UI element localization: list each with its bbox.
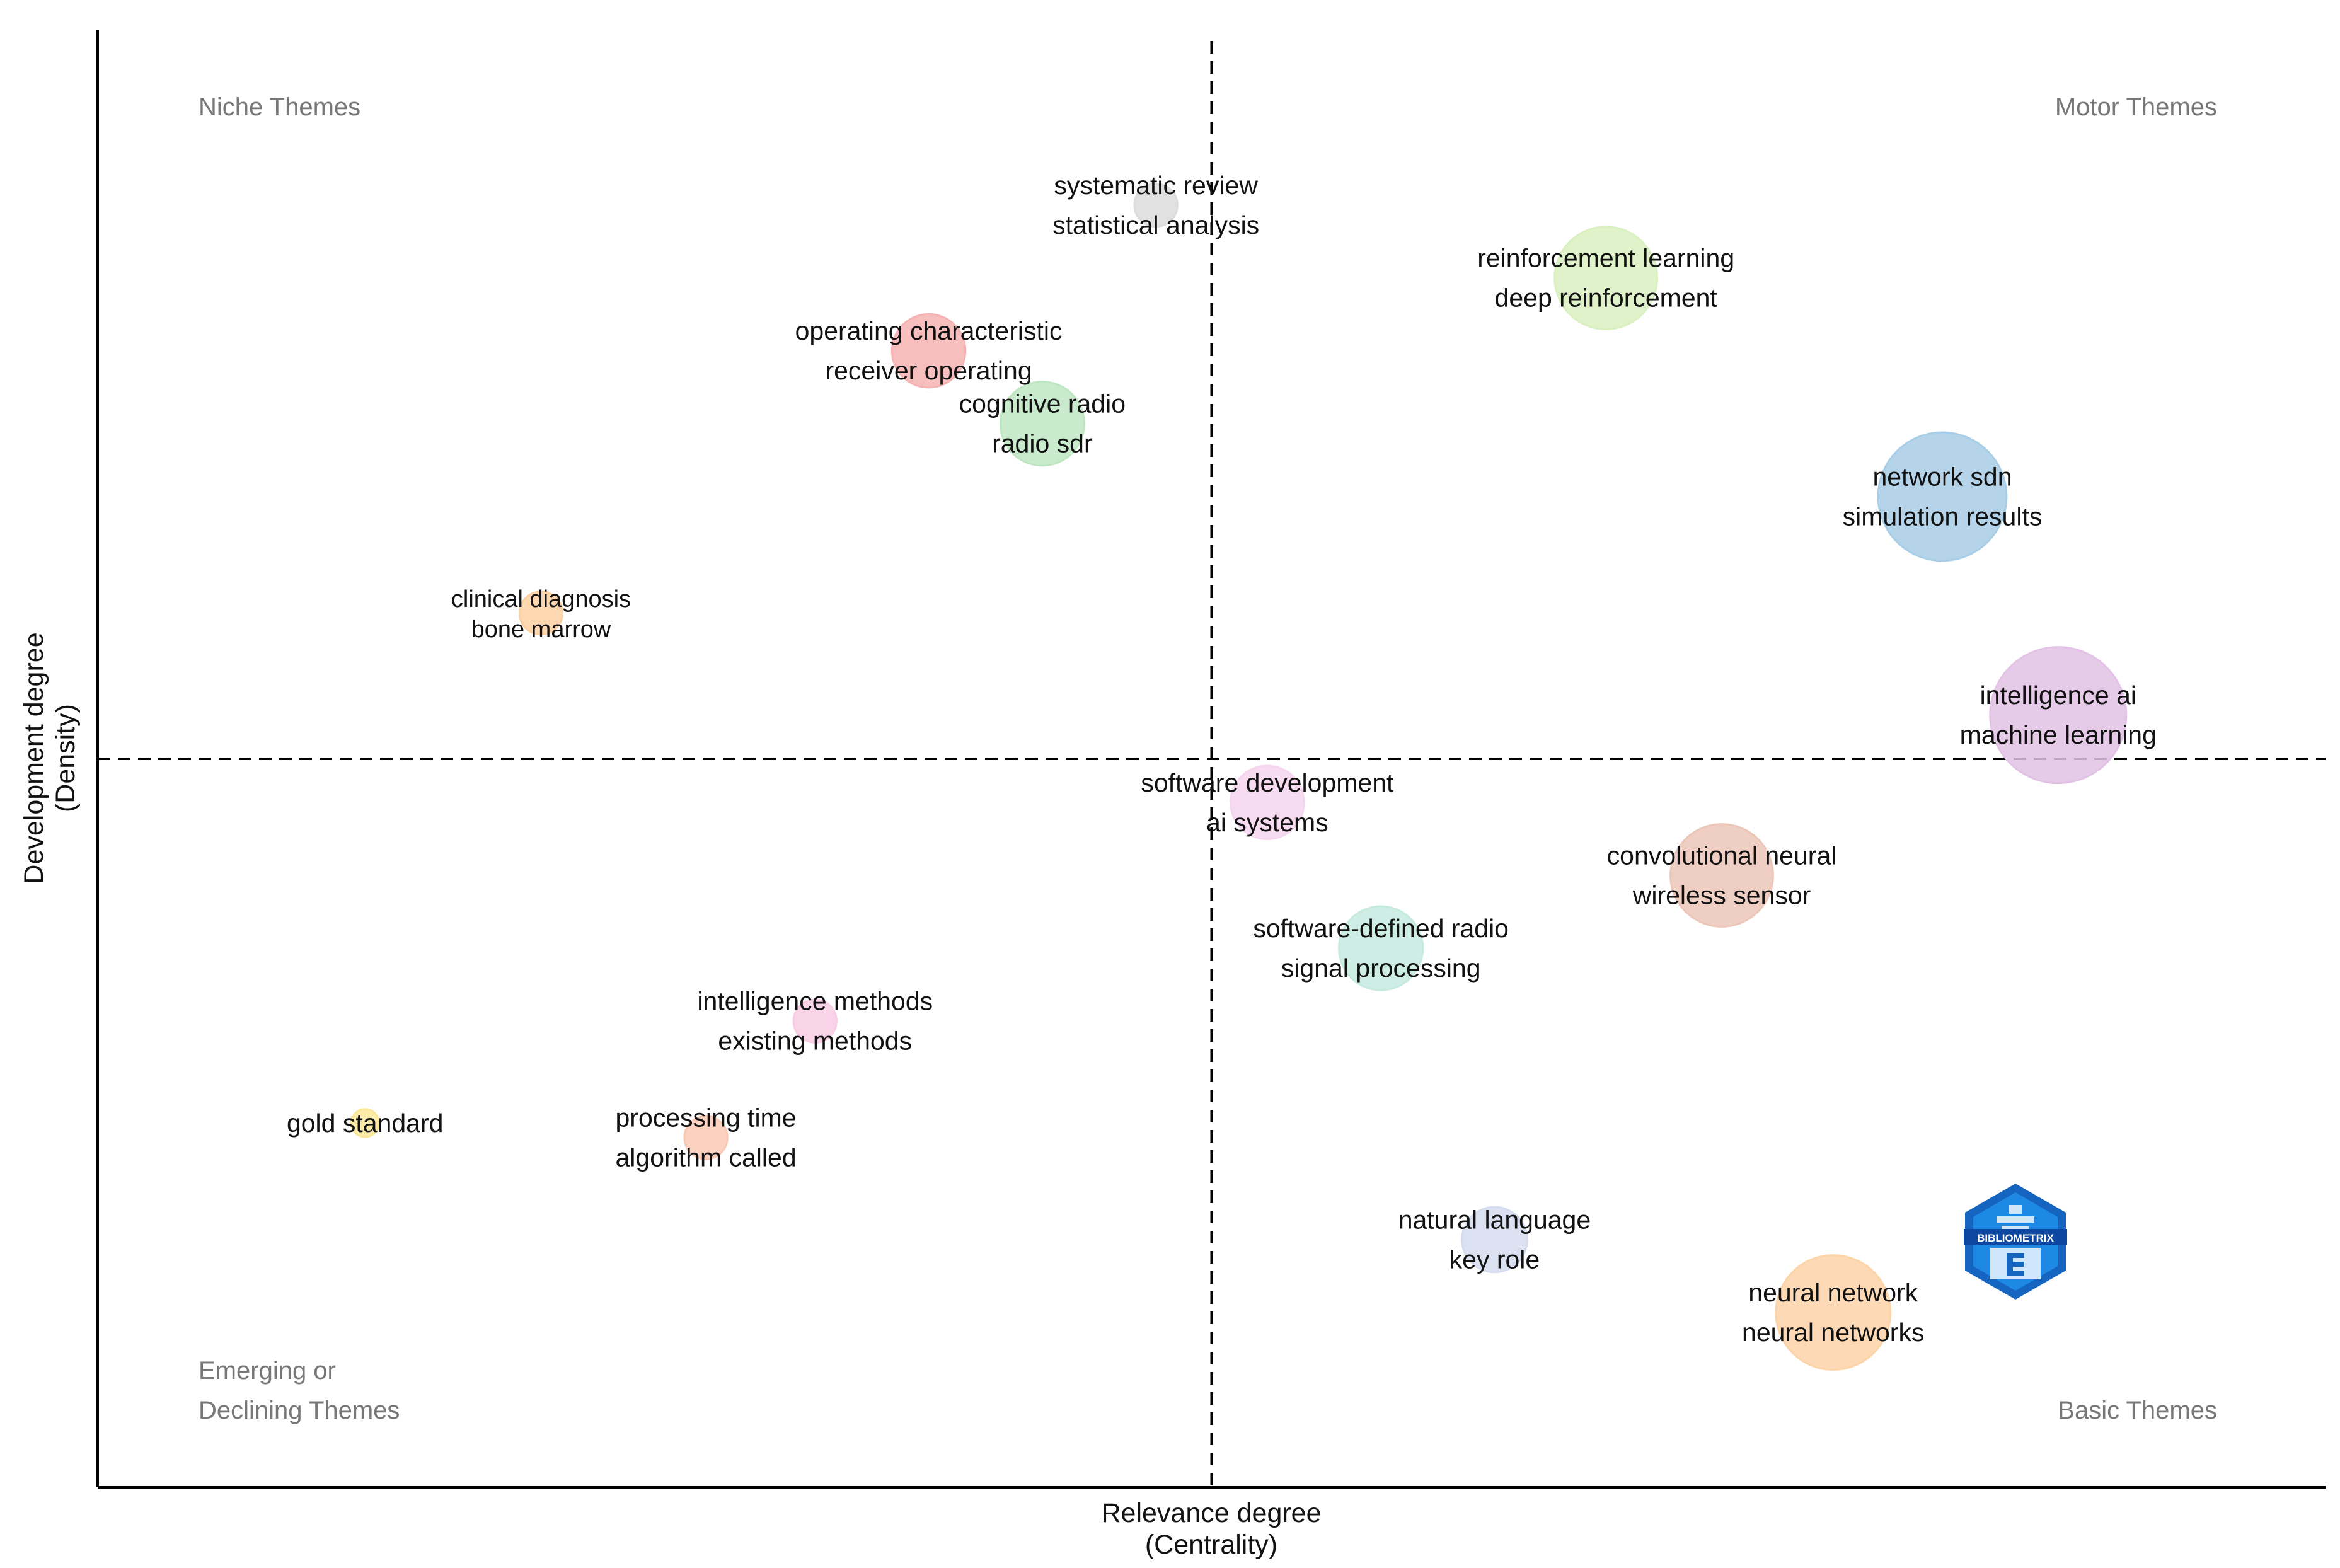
x-axis-title-line2: (Centrality) [1145,1530,1277,1560]
cluster-label-3-0: cognitive radio [959,389,1126,418]
cluster-label-4-0: network sdn [1872,462,2012,491]
cluster-bubble-5[interactable] [518,591,564,636]
cluster-label-14-0: neural network [1748,1278,1918,1307]
cluster-label-9-1: signal processing [1281,954,1481,983]
cluster-bubble-12[interactable] [683,1115,729,1160]
cluster-label-0-0: systematic review [1054,171,1258,200]
cluster-label-9-0: software-defined radio [1253,914,1509,943]
cluster-label-12-0: processing time [615,1104,796,1133]
cluster-bubble-8[interactable] [1669,823,1774,928]
cluster-bubble-11[interactable] [350,1108,380,1138]
logo-figure-icon [1990,1205,2041,1279]
cluster-bubble-0[interactable] [1133,182,1179,228]
cluster-label-13-1: key role [1450,1245,1540,1274]
bibliometrix-logo: BIBLIOMETRIX [1964,1184,2067,1300]
cluster-label-1-0: reinforcement learning [1477,244,1734,273]
cluster-label-13-0: natural language [1398,1205,1591,1234]
cluster-bubble-7[interactable] [1230,764,1305,841]
quadrant-label-motor: Motor Themes [2055,93,2217,121]
x-axis-title-line1: Relevance degree [1101,1498,1321,1528]
cluster-label-8-1: wireless sensor [1632,880,1811,909]
cluster-bubble-2[interactable] [890,313,967,389]
cluster-label-8-0: convolutional neural [1607,841,1837,870]
cluster-label-2-1: receiver operating [825,356,1032,385]
cluster-label-2-0: operating characteristic [795,316,1063,345]
cluster-label-10-1: existing methods [718,1027,912,1056]
label-layer: systematic review statistical analysis rei… [287,171,2157,1347]
quadrant-label-emerging: Emerging or [199,1357,336,1385]
bubble-layer [350,182,2128,1371]
cluster-label-5-1: bone marrow [471,616,611,643]
cluster-label-5-0: clinical diagnosis [451,586,631,613]
logo-text: BIBLIOMETRIX [1977,1232,2054,1244]
cluster-label-1-1: deep reinforcement [1495,284,1718,313]
cluster-label-3-1: radio sdr [992,429,1093,458]
cluster-bubble-9[interactable] [1338,905,1424,991]
cluster-bubble-4[interactable] [1877,431,2008,562]
cluster-label-6-0: intelligence ai [1980,681,2136,710]
cluster-bubble-3[interactable] [999,381,1085,467]
quadrant-label-declining: Declining Themes [199,1397,400,1424]
logo-number-icon [2007,1253,2024,1276]
cluster-bubble-1[interactable] [1553,226,1659,330]
cluster-label-6-1: machine learning [1960,720,2157,749]
quadrant-label-basic: Basic Themes [2058,1397,2217,1424]
cluster-label-12-1: algorithm called [615,1143,796,1172]
cluster-label-10-0: intelligence methods [697,987,933,1016]
cluster-bubble-14[interactable] [1775,1254,1892,1371]
y-axis-title-line2: (Density) [50,704,81,812]
cluster-label-14-1: neural networks [1742,1318,1924,1347]
cluster-label-7-1: ai systems [1206,808,1328,837]
quadrant-label-niche: Niche Themes [199,93,360,121]
cluster-label-7-0: software development [1141,768,1394,797]
cluster-bubble-10[interactable] [792,998,838,1044]
y-axis-title-line1: Development degree [19,632,49,884]
cluster-label-0-1: statistical analysis [1052,210,1259,239]
logo-banner [1964,1229,2067,1245]
cluster-bubble-13[interactable] [1461,1206,1528,1274]
cluster-label-4-1: simulation results [1843,502,2043,531]
cluster-bubble-6[interactable] [1989,646,2128,785]
y-axis-title: Development degree (Density) [19,632,81,884]
cluster-label-11-0: gold standard [287,1109,443,1138]
